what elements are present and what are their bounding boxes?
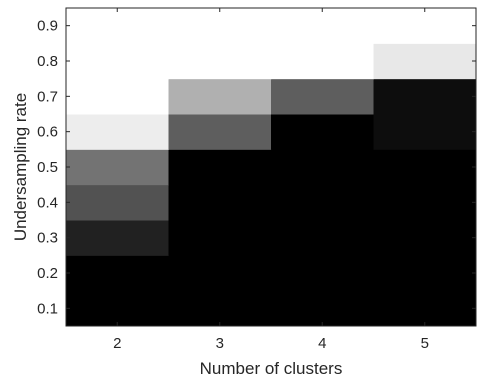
heatmap-cell (373, 290, 477, 327)
heatmap-cell (271, 114, 374, 150)
heatmap-cell (373, 220, 477, 256)
heatmap-cell (373, 8, 477, 44)
heatmap-cell (271, 78, 374, 115)
heatmap-cell (66, 149, 169, 186)
heatmap-cell (168, 184, 272, 221)
axis-ticks (66, 8, 476, 326)
heatmap-cell (373, 255, 477, 292)
heatmap-cell (168, 78, 272, 115)
heatmap-cell (168, 43, 272, 80)
y-tick-label: 0.5 (37, 159, 58, 176)
heatmap-cell (168, 8, 272, 44)
x-tick-label: 5 (421, 335, 429, 352)
heatmap-cell (373, 184, 477, 221)
heatmap-cell (373, 149, 477, 186)
heatmap-cell (271, 255, 374, 292)
x-tick-label: 4 (318, 335, 326, 352)
heatmap-cell (271, 290, 374, 327)
heatmap-cell (168, 149, 272, 186)
heatmap-cell (66, 8, 169, 44)
heatmap-cell (168, 290, 272, 327)
y-tick-label: 0.6 (37, 124, 58, 141)
y-tick-label: 0.4 (37, 194, 58, 211)
heatmap-cells (66, 8, 477, 327)
x-tick-label: 3 (216, 335, 224, 352)
heatmap-cell (66, 184, 169, 221)
x-tick-labels: 2 3 4 5 (113, 335, 429, 352)
y-tick-label: 0.9 (37, 18, 58, 35)
heatmap-cell (271, 184, 374, 221)
heatmap-cell (373, 43, 477, 80)
heatmap-cell (168, 220, 272, 256)
heatmap-cell (373, 78, 477, 115)
heatmap-cell (373, 114, 477, 150)
heatmap-cell (66, 78, 169, 115)
heatmap-cell (168, 114, 272, 150)
y-tick-label: 0.1 (37, 300, 58, 317)
heatmap-cell (66, 43, 169, 80)
y-tick-label: 0.7 (37, 88, 58, 105)
heatmap-cell (168, 255, 272, 292)
heatmap-cell (271, 43, 374, 80)
heatmap-cell (271, 220, 374, 256)
y-tick-label: 0.2 (37, 265, 58, 282)
y-tick-label: 0.3 (37, 230, 58, 247)
heatmap-cell (66, 255, 169, 292)
heatmap-cell (66, 290, 169, 327)
x-tick-label: 2 (113, 335, 121, 352)
y-tick-label: 0.8 (37, 53, 58, 70)
heatmap-cell (271, 8, 374, 44)
x-axis-label: Number of clusters (200, 359, 343, 378)
heatmap-cell (66, 220, 169, 256)
heatmap-cell (271, 149, 374, 186)
y-tick-labels: 0.1 0.2 0.3 0.4 0.5 0.6 0.7 0.8 0.9 (37, 18, 58, 318)
heatmap-cell (66, 114, 169, 150)
y-axis-label: Undersampling rate (11, 93, 30, 241)
